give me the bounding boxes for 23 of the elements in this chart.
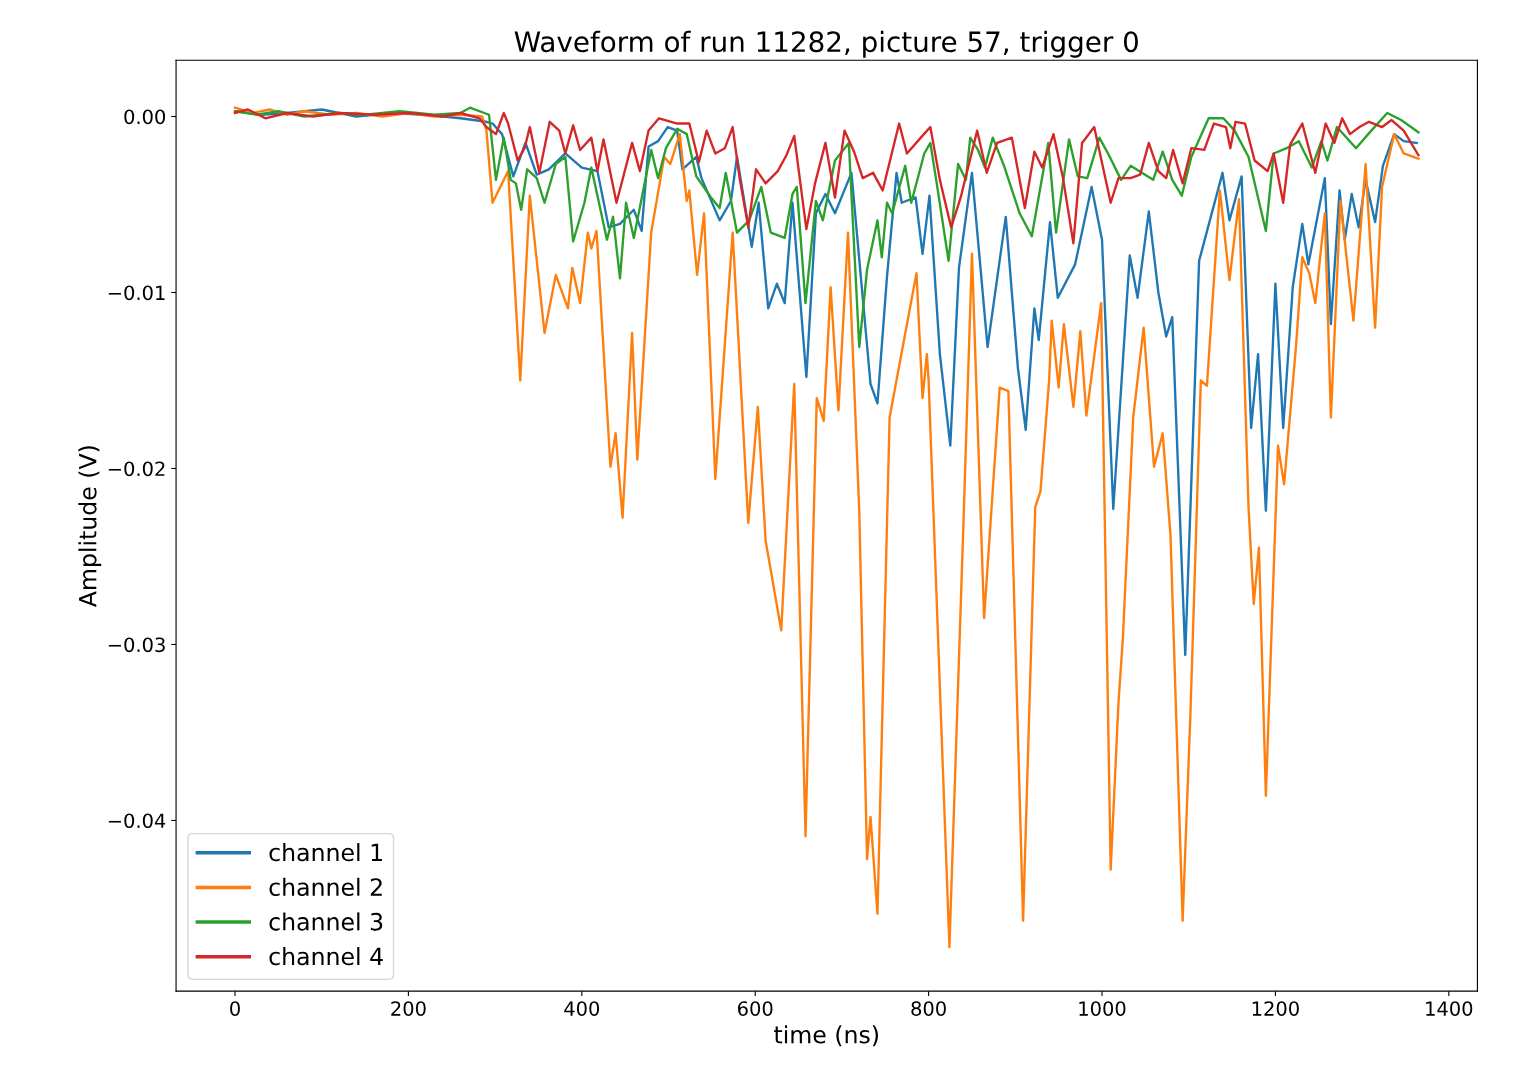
chart-title: Waveform of run 11282, picture 57, trigger 0 <box>514 30 1138 58</box>
x-tick-label: 1400 <box>1426 1001 1473 1016</box>
x-tick-label: 0 <box>230 1001 240 1016</box>
line-series <box>233 106 1420 349</box>
x-tick-label: 600 <box>738 1001 773 1016</box>
x-tick-label: 800 <box>911 1001 946 1016</box>
y-tick-label: 0.00 <box>124 109 166 125</box>
legend-label: channel 4 <box>269 947 383 966</box>
legend-label: channel 2 <box>269 877 382 897</box>
line-series <box>233 108 1420 245</box>
x-tick-label: 400 <box>564 1001 600 1016</box>
y-tick-label: −0.02 <box>108 461 165 477</box>
y-tick-label: −0.03 <box>108 637 165 653</box>
y-tick-label: −0.04 <box>108 813 166 829</box>
y-tick-label: −0.01 <box>108 285 165 301</box>
legend-label: channel 1 <box>269 843 382 862</box>
x-tick-label: 1200 <box>1252 1001 1299 1016</box>
legend-label: channel 3 <box>269 912 383 931</box>
y-axis-title: Amplitude (V) <box>78 446 102 608</box>
x-tick-label: 1000 <box>1079 1001 1126 1016</box>
x-axis-title: time (ns) <box>774 1025 878 1047</box>
line-series <box>233 106 1420 949</box>
x-tick-label: 200 <box>391 1001 426 1016</box>
